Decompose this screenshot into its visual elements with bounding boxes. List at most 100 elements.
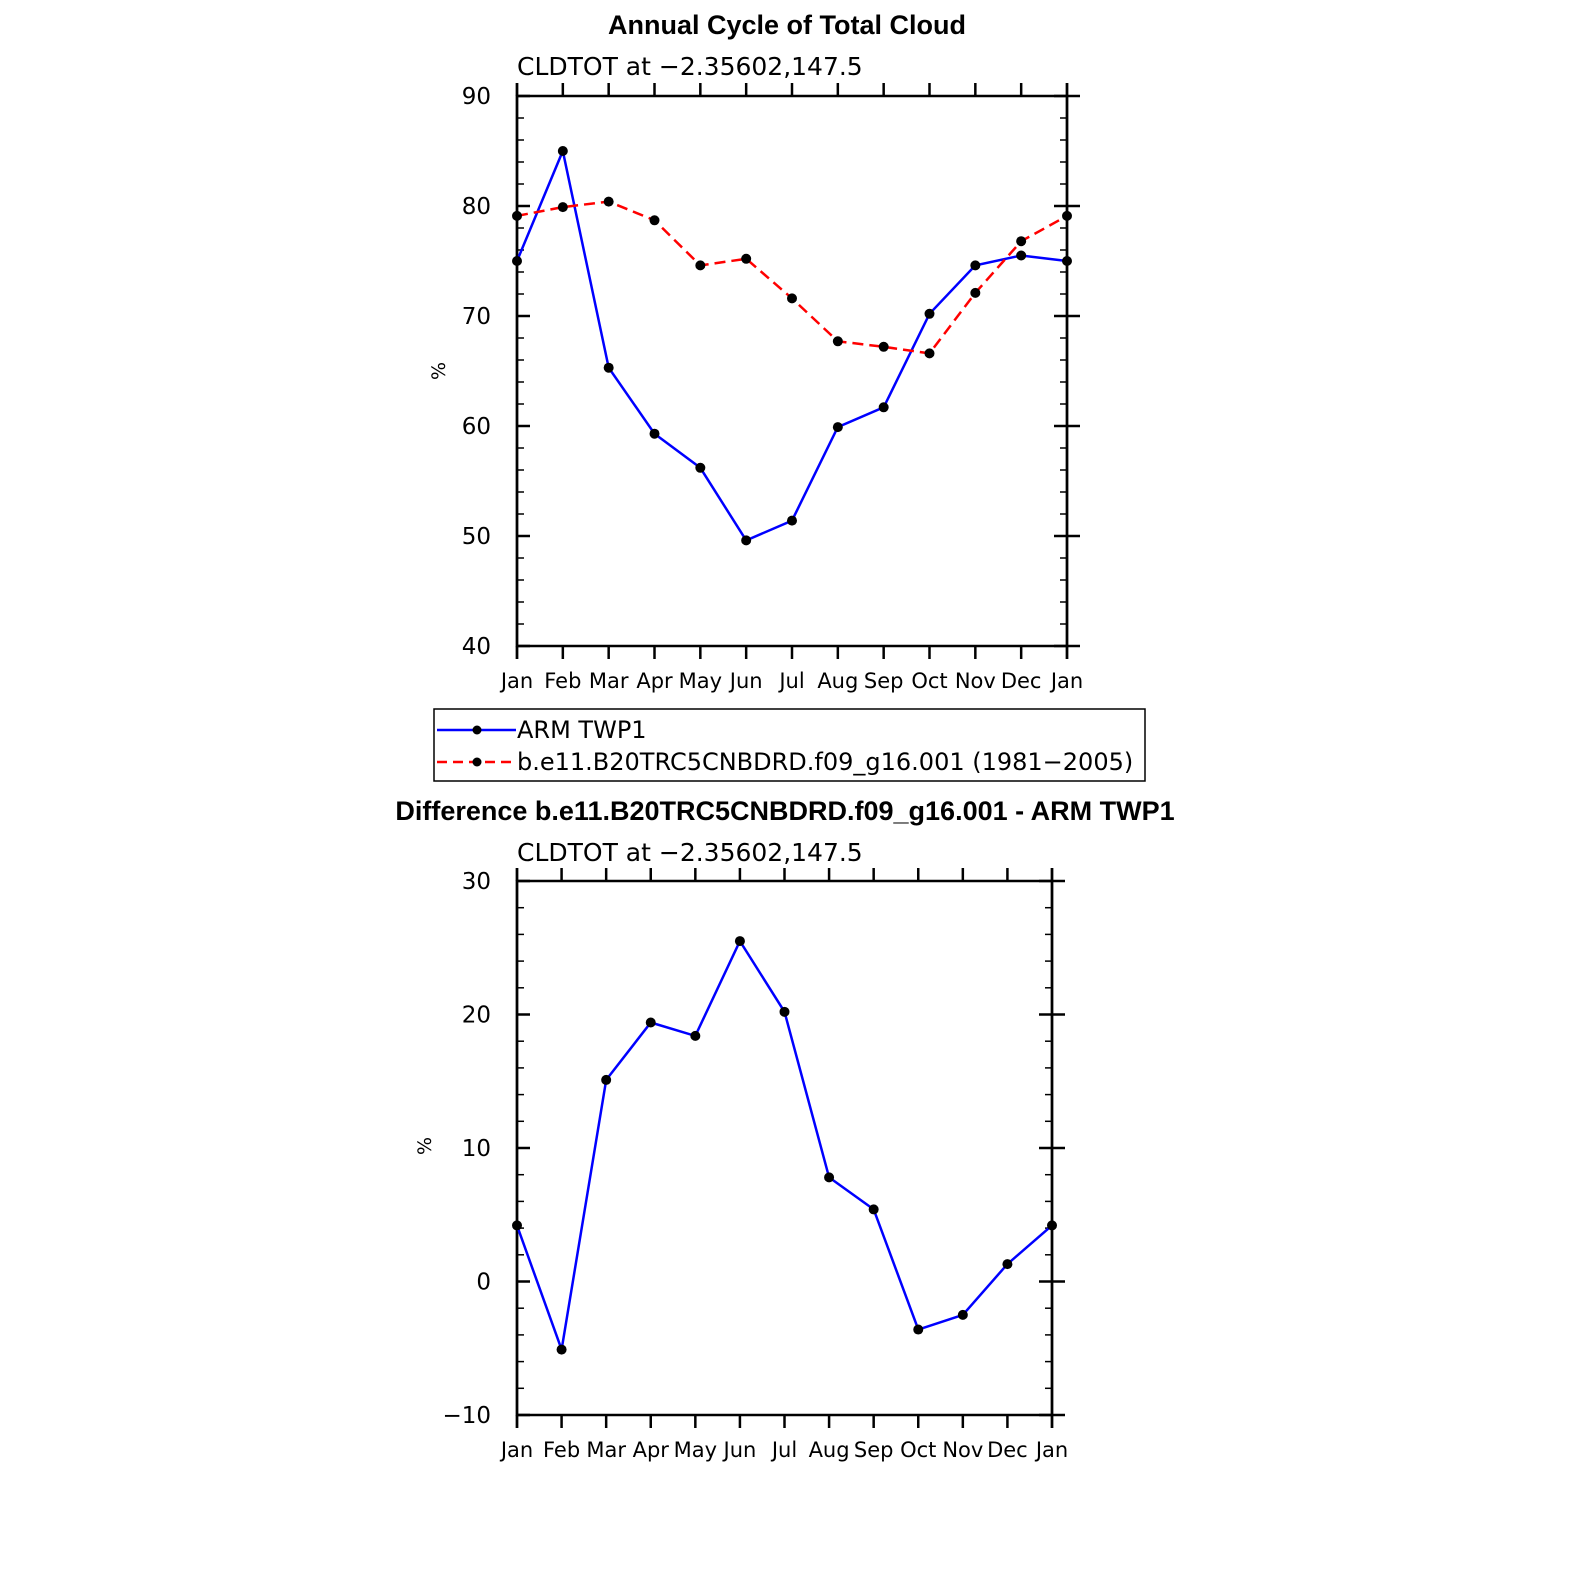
x-tick-label: Feb — [543, 1438, 580, 1462]
y-tick-label: 30 — [462, 869, 491, 895]
data-point-s0-4 — [690, 1030, 701, 1041]
data-point-s0-6 — [779, 1006, 790, 1017]
data-point-s0-2 — [601, 1074, 612, 1085]
x-tick-label: Jul — [770, 1438, 797, 1462]
data-point-s0-3 — [649, 428, 660, 439]
x-tick-label: Nov — [942, 1438, 983, 1462]
data-point-s0-8 — [878, 402, 889, 413]
x-tick-label: Mar — [586, 1438, 626, 1462]
data-point-s0-2 — [603, 362, 614, 373]
data-point-s0-0 — [512, 1220, 522, 1231]
x-tick-label: Apr — [633, 1438, 670, 1462]
x-tick-label: Sep — [864, 669, 904, 693]
legend-marker-arm — [472, 725, 482, 735]
x-tick-label: Aug — [809, 1438, 850, 1462]
legend-marker-model — [472, 757, 482, 767]
y-tick-label: 40 — [462, 634, 491, 660]
chart-subtitle: CLDTOT at −2.35602,147.5 — [517, 838, 863, 867]
x-tick-label: Dec — [1001, 669, 1042, 693]
x-tick-label: Feb — [544, 669, 581, 693]
x-tick-label: Oct — [900, 1438, 936, 1462]
data-point-s1-2 — [603, 196, 614, 207]
data-point-s0-8 — [868, 1204, 879, 1215]
x-tick-label: Dec — [987, 1438, 1028, 1462]
axes: 40 50 60 70 80 90 Jan Feb Mar Apr May Jun Jul Aug Sep O… — [462, 83, 1083, 693]
plot-frame — [515, 94, 1069, 648]
x-tick-label: Jan — [1034, 1438, 1068, 1462]
axes: −10 0 10 20 30 Jan Feb Mar Apr May Jun Jul Aug Sep Oct… — [442, 868, 1068, 1462]
data-point-s0-1 — [557, 146, 568, 156]
data-point-s1-1 — [557, 202, 568, 213]
x-tick-label: Jan — [1049, 669, 1083, 693]
data-point-s0-10 — [957, 1309, 968, 1320]
x-tick-label: Jun — [728, 669, 763, 693]
data-point-s0-5 — [734, 936, 745, 947]
data-point-s1-3 — [649, 215, 660, 226]
data-point-s0-6 — [787, 515, 797, 526]
legend-box — [433, 708, 1146, 782]
y-tick-label: 80 — [462, 194, 491, 220]
y-tick-label: 20 — [462, 1003, 491, 1029]
y-tick-label: 10 — [462, 1136, 491, 1162]
data-point-s0-9 — [924, 308, 935, 319]
x-tick-label: Jul — [777, 669, 804, 693]
series-group — [512, 936, 1057, 1355]
data-point-s0-12 — [1047, 1220, 1057, 1231]
data-point-s1-5 — [741, 253, 752, 264]
data-point-s0-3 — [645, 1017, 656, 1028]
legend-label-arm: ARM TWP1 — [517, 716, 647, 744]
x-tick-label: Nov — [955, 669, 996, 693]
data-point-s0-10 — [970, 260, 981, 271]
legend: ARM TWP1 b.e11.B20TRC5CNBDRD.f09_g16.001… — [433, 708, 1146, 782]
y-axis-label: % — [428, 362, 450, 380]
difference-chart: Difference b.e11.B20TRC5CNBDRD.f09_g16.0… — [395, 796, 1174, 1462]
y-tick-label: 90 — [462, 84, 491, 110]
x-tick-label: Aug — [817, 669, 858, 693]
data-point-s0-5 — [741, 535, 752, 546]
y-tick-label: 70 — [462, 304, 491, 330]
y-tick-label: 60 — [462, 414, 491, 440]
x-tick-label: Jun — [722, 1438, 757, 1462]
x-tick-label: Sep — [854, 1438, 894, 1462]
data-point-s0-7 — [832, 422, 843, 433]
x-tick-label: Jan — [499, 1438, 533, 1462]
data-point-s1-12 — [1062, 210, 1072, 221]
x-tick-label: Jan — [499, 669, 533, 693]
series-line-0 — [515, 146, 1068, 542]
x-tick-label: May — [679, 669, 722, 693]
y-tick-label: 0 — [476, 1270, 491, 1296]
annual-cycle-chart: Annual Cycle of Total Cloud CLDTOT at −2… — [428, 10, 1083, 693]
y-tick-label: 50 — [462, 524, 491, 550]
series-line-1 — [516, 200, 1068, 355]
data-point-s1-8 — [878, 341, 889, 352]
data-point-s0-4 — [695, 462, 706, 473]
legend-label-model: b.e11.B20TRC5CNBDRD.f09_g16.001 (1981−20… — [517, 748, 1133, 776]
x-tick-label: May — [674, 1438, 717, 1462]
data-point-s1-11 — [1016, 236, 1027, 247]
data-point-s1-4 — [695, 260, 706, 271]
data-point-s1-7 — [832, 336, 843, 347]
data-point-s0-1 — [556, 1344, 567, 1355]
x-tick-label: Oct — [911, 669, 947, 693]
y-axis-label: % — [414, 1137, 436, 1155]
data-point-s0-12 — [1062, 256, 1072, 266]
x-tick-label: Apr — [636, 669, 673, 693]
data-point-s0-11 — [1002, 1259, 1013, 1270]
y-tick-label: −10 — [442, 1403, 491, 1429]
data-point-s1-9 — [924, 348, 935, 359]
series-line-0 — [515, 938, 1053, 1355]
series-group — [512, 146, 1072, 546]
data-point-s1-10 — [970, 287, 981, 298]
data-point-s0-11 — [1016, 250, 1027, 261]
data-point-s0-7 — [824, 1172, 835, 1183]
x-tick-label: Mar — [589, 669, 629, 693]
chart-subtitle: CLDTOT at −2.35602,147.5 — [517, 52, 863, 81]
chart-title: Difference b.e11.B20TRC5CNBDRD.f09_g16.0… — [395, 796, 1174, 826]
data-point-s0-9 — [913, 1324, 924, 1335]
data-point-s1-0 — [512, 210, 522, 221]
chart-title: Annual Cycle of Total Cloud — [608, 10, 966, 40]
data-point-s0-0 — [512, 256, 522, 266]
data-point-s1-6 — [787, 293, 797, 304]
plot-frame — [515, 879, 1054, 1417]
